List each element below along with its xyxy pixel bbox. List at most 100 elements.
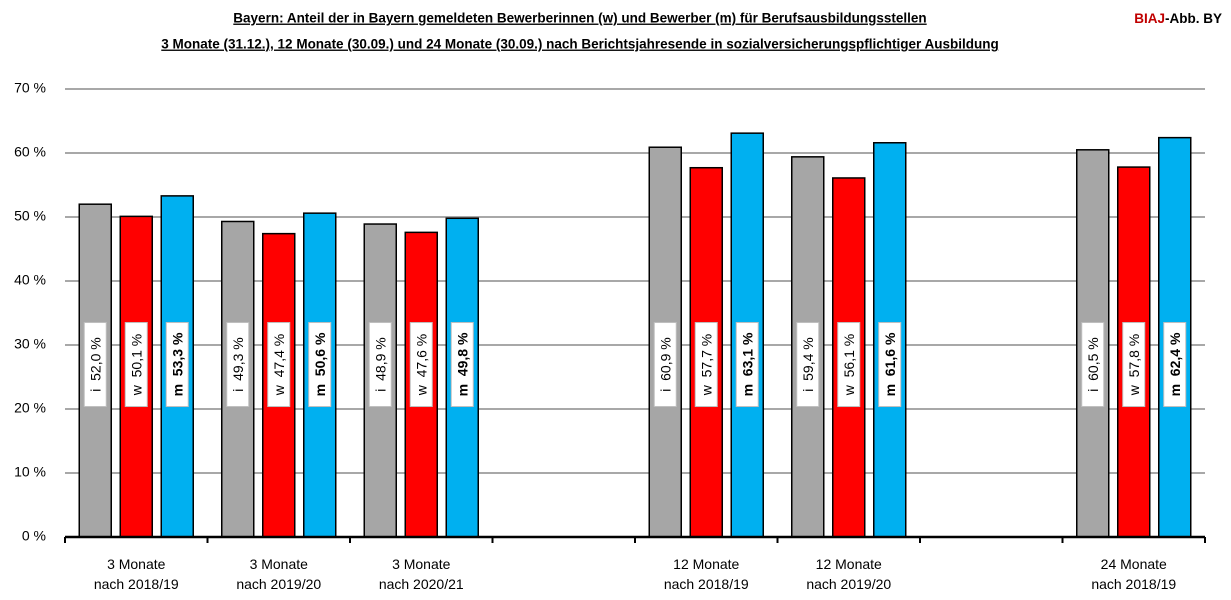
value-text: 62,4 % bbox=[1166, 332, 1182, 376]
annotation-part: BIAJ bbox=[1134, 11, 1165, 26]
value-text: 48,9 % bbox=[372, 337, 388, 381]
y-tick-label: 30 % bbox=[14, 336, 46, 352]
value-label: m 61,6 % bbox=[878, 322, 902, 408]
y-tick-label: 20 % bbox=[14, 400, 46, 416]
value-label: w 57,7 % bbox=[694, 322, 718, 408]
series-name: m bbox=[739, 384, 755, 396]
x-tick-line: 12 Monate bbox=[673, 556, 739, 572]
value-text: 53,3 % bbox=[169, 332, 185, 376]
value-label-text: m 49,8 % bbox=[454, 332, 470, 396]
x-tick-line: nach 2020/21 bbox=[379, 576, 464, 592]
value-label-box bbox=[837, 322, 861, 408]
value-label-box bbox=[878, 322, 902, 408]
value-label-box bbox=[653, 322, 677, 408]
value-label-text: m 62,4 % bbox=[1166, 332, 1182, 396]
x-tick-label: 12 Monate nach 2019/20 bbox=[806, 556, 891, 592]
value-label-box bbox=[796, 322, 820, 408]
x-tick-label: 3 Monate nach 2018/19 bbox=[94, 556, 179, 592]
x-tick-line: nach 2018/19 bbox=[664, 576, 749, 592]
value-label-box bbox=[1122, 322, 1146, 408]
value-label-box bbox=[368, 322, 392, 408]
series-name: w bbox=[698, 384, 714, 396]
value-label-box bbox=[409, 322, 433, 408]
value-label-text: m 63,1 % bbox=[739, 332, 755, 396]
value-label-text: i 59,4 % bbox=[799, 337, 815, 392]
value-text: 60,9 % bbox=[657, 337, 673, 381]
series-name: i bbox=[87, 389, 103, 392]
value-label-text: w 57,7 % bbox=[698, 334, 714, 397]
value-label-box bbox=[267, 322, 291, 408]
value-label: w 47,6 % bbox=[409, 322, 433, 408]
value-label-text: w 47,4 % bbox=[270, 334, 286, 397]
value-label: i 60,5 % bbox=[1081, 322, 1105, 408]
x-tick-line: 12 Monate bbox=[816, 556, 882, 572]
series-name: m bbox=[1166, 384, 1182, 396]
value-label-text: m 50,6 % bbox=[311, 332, 327, 396]
series-name: w bbox=[1125, 384, 1141, 396]
value-label: w 50,1 % bbox=[124, 322, 148, 408]
value-label-text: i 49,3 % bbox=[229, 337, 245, 392]
x-tick-line: nach 2018/19 bbox=[1091, 576, 1176, 592]
value-label-box bbox=[450, 322, 474, 408]
series-name: i bbox=[799, 389, 815, 392]
value-text: 61,6 % bbox=[881, 332, 897, 376]
value-label-box bbox=[308, 322, 332, 408]
value-text: 47,4 % bbox=[270, 334, 286, 378]
value-label-box bbox=[694, 322, 718, 408]
value-label-text: m 61,6 % bbox=[881, 332, 897, 396]
x-tick-label: 3 Monate nach 2019/20 bbox=[236, 556, 321, 592]
value-text: 50,6 % bbox=[311, 332, 327, 376]
series-name: i bbox=[229, 389, 245, 392]
value-label-text: w 56,1 % bbox=[840, 334, 856, 397]
value-label-box bbox=[226, 322, 250, 408]
value-label: i 48,9 % bbox=[368, 322, 392, 408]
value-label: w 57,8 % bbox=[1122, 322, 1146, 408]
value-label: m 50,6 % bbox=[308, 322, 332, 408]
value-label-box bbox=[1081, 322, 1105, 408]
y-tick-label: 10 % bbox=[14, 464, 46, 480]
value-label: i 49,3 % bbox=[226, 322, 250, 408]
value-label-text: w 57,8 % bbox=[1125, 334, 1141, 397]
chart-title: Bayern: Anteil der in Bayern gemeldeten … bbox=[233, 11, 926, 26]
value-text: 49,3 % bbox=[229, 337, 245, 381]
y-tick-label: 50 % bbox=[14, 208, 46, 224]
x-tick-line: 3 Monate bbox=[250, 556, 309, 572]
x-tick-label: 24 Monate nach 2018/19 bbox=[1091, 556, 1176, 592]
series-name: i bbox=[657, 389, 673, 392]
series-name: i bbox=[372, 389, 388, 392]
value-text: 50,1 % bbox=[128, 334, 144, 378]
x-tick-line: 3 Monate bbox=[392, 556, 451, 572]
x-tick-label: 3 Monate nach 2020/21 bbox=[379, 556, 464, 592]
series-name: m bbox=[311, 384, 327, 396]
series-name: m bbox=[169, 384, 185, 396]
series-name: w bbox=[840, 384, 856, 396]
series-name: m bbox=[881, 384, 897, 396]
value-text: 49,8 % bbox=[454, 332, 470, 376]
y-tick-label: 40 % bbox=[14, 272, 46, 288]
value-label-text: w 50,1 % bbox=[128, 334, 144, 397]
value-text: 47,6 % bbox=[413, 334, 429, 378]
value-text: 60,5 % bbox=[1084, 337, 1100, 381]
y-tick-label: 0 % bbox=[22, 528, 46, 544]
value-text: 57,8 % bbox=[1125, 334, 1141, 378]
value-label-box bbox=[735, 322, 759, 408]
value-label-box bbox=[124, 322, 148, 408]
value-label: m 53,3 % bbox=[165, 322, 189, 408]
x-tick-line: nach 2018/19 bbox=[94, 576, 179, 592]
x-tick-line: 24 Monate bbox=[1101, 556, 1167, 572]
value-text: 57,7 % bbox=[698, 334, 714, 378]
value-label-text: i 52,0 % bbox=[87, 337, 103, 392]
value-label-box bbox=[1163, 322, 1187, 408]
value-label: i 59,4 % bbox=[796, 322, 820, 408]
value-text: 59,4 % bbox=[799, 337, 815, 381]
series-name: m bbox=[454, 384, 470, 396]
value-text: 56,1 % bbox=[840, 334, 856, 378]
series-name: w bbox=[270, 384, 286, 396]
x-tick-line: nach 2019/20 bbox=[236, 576, 321, 592]
value-label: m 49,8 % bbox=[450, 322, 474, 408]
value-label: i 60,9 % bbox=[653, 322, 677, 408]
value-label-text: i 48,9 % bbox=[372, 337, 388, 392]
value-text: 52,0 % bbox=[87, 337, 103, 381]
value-label: w 47,4 % bbox=[267, 322, 291, 408]
